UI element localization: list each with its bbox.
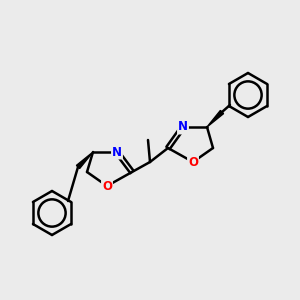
Text: O: O — [102, 179, 112, 193]
Text: O: O — [188, 155, 198, 169]
Polygon shape — [76, 152, 93, 169]
Text: N: N — [178, 121, 188, 134]
Text: N: N — [112, 146, 122, 158]
Polygon shape — [207, 110, 224, 127]
